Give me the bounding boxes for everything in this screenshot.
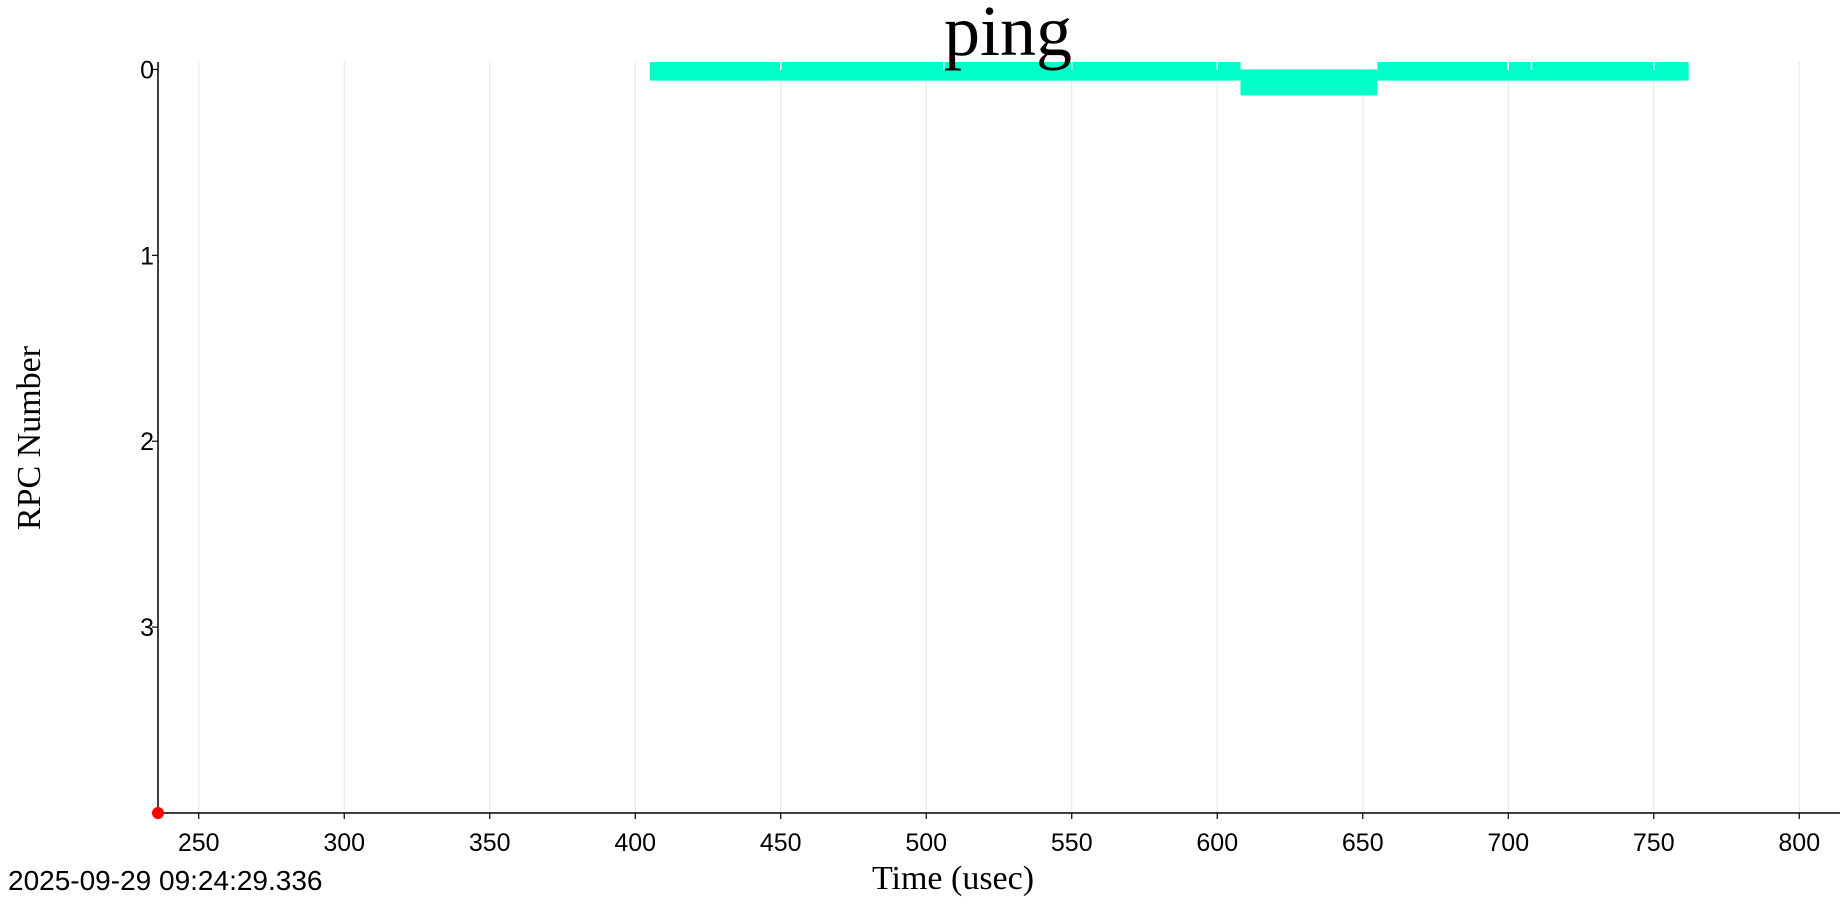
origin-marker-dot bbox=[152, 807, 164, 819]
rpc-bar-segment bbox=[1240, 69, 1378, 96]
x-tick-label: 450 bbox=[760, 829, 802, 857]
y-tick-label: 1 bbox=[140, 242, 154, 270]
x-tick-label: 800 bbox=[1778, 829, 1820, 857]
y-axis-title: RPC Number bbox=[11, 345, 48, 530]
x-tick-label: 750 bbox=[1633, 829, 1675, 857]
x-tick-label: 550 bbox=[1051, 829, 1093, 857]
y-tick-label: 3 bbox=[140, 614, 154, 642]
x-tick-label: 500 bbox=[905, 829, 947, 857]
timestamp-label: 2025-09-29 09:24:29.336 bbox=[8, 865, 323, 896]
x-tick-label: 300 bbox=[323, 829, 365, 857]
x-tick-label: 650 bbox=[1342, 829, 1384, 857]
axes bbox=[152, 62, 1840, 819]
x-tick-label: 400 bbox=[614, 829, 656, 857]
x-tick-label: 600 bbox=[1196, 829, 1238, 857]
y-tick-label: 0 bbox=[140, 56, 154, 84]
chart-title: ping bbox=[944, 0, 1072, 71]
x-tick-label: 350 bbox=[469, 829, 511, 857]
x-tick-label: 250 bbox=[178, 829, 220, 857]
rpc-bar-segment bbox=[1377, 62, 1689, 81]
tick-labels: 250 300 350 400 450 500 550 600 650 700 750 800 0 1 2 3 bbox=[140, 56, 1820, 857]
x-axis-title: Time (usec) bbox=[872, 860, 1034, 897]
y-tick-label: 2 bbox=[140, 428, 154, 456]
x-tick-label: 700 bbox=[1487, 829, 1529, 857]
grid-lines bbox=[198, 62, 1800, 813]
rpc-bars bbox=[649, 62, 1689, 96]
rpc-bar-segment bbox=[649, 62, 1241, 81]
